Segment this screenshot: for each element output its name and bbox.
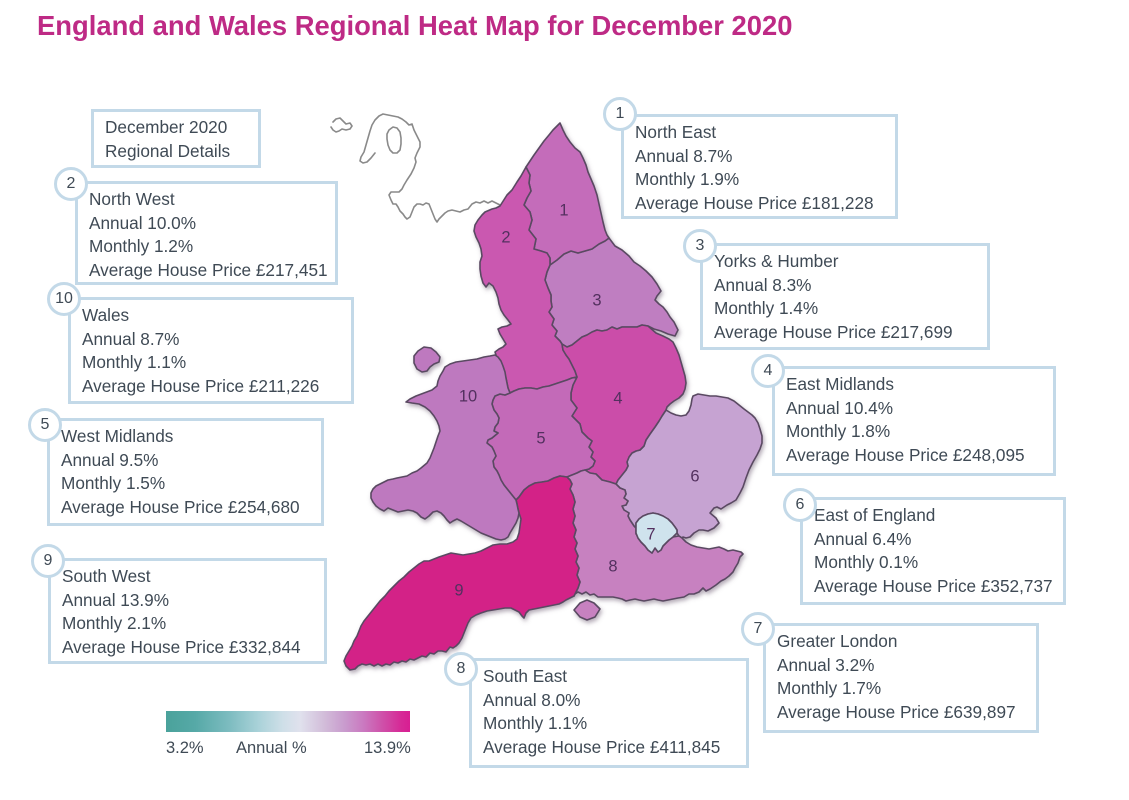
svg-text:8: 8 xyxy=(608,558,617,576)
svg-text:1: 1 xyxy=(559,202,568,220)
svg-text:6: 6 xyxy=(690,468,699,486)
svg-text:4: 4 xyxy=(613,390,622,408)
svg-text:7: 7 xyxy=(646,526,655,544)
svg-text:3: 3 xyxy=(592,292,601,310)
svg-text:9: 9 xyxy=(454,582,463,600)
svg-text:2: 2 xyxy=(501,229,510,247)
svg-text:10: 10 xyxy=(459,388,477,406)
svg-text:5: 5 xyxy=(536,430,545,448)
